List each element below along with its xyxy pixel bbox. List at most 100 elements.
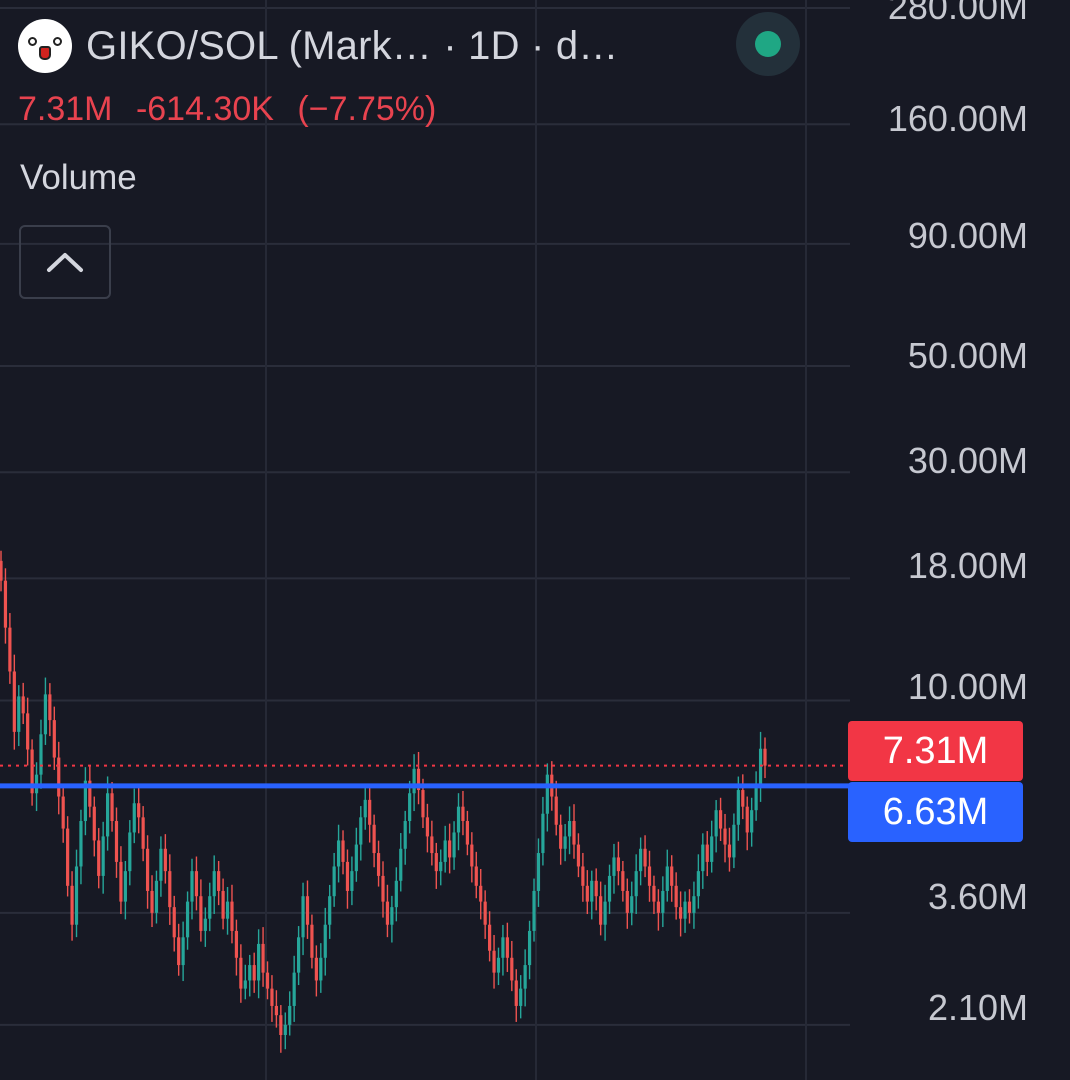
candle-body [292, 972, 296, 1006]
candle-body [603, 901, 607, 925]
candle-body [630, 896, 634, 913]
candle-body [61, 796, 65, 829]
candle-body [332, 866, 336, 897]
price-summary: 7.31M -614.30K (−7.75%) [18, 90, 450, 129]
candle-body [17, 696, 21, 732]
candle-body [363, 799, 367, 818]
candle-body [488, 924, 492, 951]
volume-indicator-label[interactable]: Volume [20, 158, 137, 197]
chevron-up-icon [47, 253, 83, 272]
level-price-tag-label: 6.63M [882, 790, 989, 833]
candle-body [128, 832, 132, 872]
candle-body [137, 803, 141, 818]
chart-header: GIKO/SOL (Mark… · 1D · d… [18, 18, 618, 74]
candle-body [652, 885, 656, 902]
axis-label: 18.00M [907, 545, 1028, 586]
candle-body [705, 844, 709, 862]
candle-body [270, 988, 274, 1006]
candle-body [101, 836, 105, 876]
candle-body [416, 768, 421, 791]
candle-body [599, 896, 603, 925]
candle-body [208, 896, 212, 919]
candle-body [359, 817, 363, 845]
candle-body [670, 866, 674, 886]
candle-body [523, 965, 527, 989]
candles-layer [0, 550, 767, 1053]
candle-body [234, 930, 239, 958]
axis-label: 10.00M [907, 666, 1028, 707]
candle-body [536, 853, 541, 891]
candle-body [225, 901, 230, 919]
candle-body [92, 806, 96, 841]
candle-body [8, 627, 12, 672]
candle-body [434, 853, 438, 872]
candle-body [154, 880, 159, 913]
candle-body [425, 817, 430, 837]
level-price-tag: 6.63M [848, 782, 1023, 842]
candle-body [625, 890, 629, 913]
candle-body [79, 821, 83, 867]
collapse-indicators-button[interactable] [19, 225, 111, 299]
candle-body [203, 918, 207, 931]
candle-body [683, 901, 687, 919]
candle-body [572, 821, 576, 845]
candle-body [483, 901, 487, 925]
giko-face-icon[interactable] [18, 19, 72, 73]
candle-body [163, 848, 167, 872]
symbol-title[interactable]: GIKO/SOL (Mark… · 1D · d… [86, 23, 619, 68]
candle-body [114, 821, 119, 862]
candle-body [465, 821, 469, 845]
axis-label: 50.00M [907, 335, 1028, 376]
candle-body [141, 817, 145, 849]
candle-body [474, 866, 478, 886]
candle-body [461, 806, 465, 822]
candle-body [279, 1015, 283, 1035]
candle-body [239, 957, 243, 989]
candle-body [145, 848, 150, 891]
candle-body [612, 857, 616, 876]
candle-body [616, 857, 621, 872]
candle-body [3, 580, 8, 628]
candle-body [252, 965, 256, 981]
candle-body [492, 950, 496, 973]
candle-body [439, 861, 443, 872]
candle-body [452, 832, 456, 858]
candle-body [661, 890, 665, 913]
candle-body [714, 810, 718, 837]
candle-body [479, 885, 483, 902]
candle-body [257, 943, 261, 981]
candle-body [190, 871, 194, 902]
candle-body [541, 813, 545, 854]
candle-body [168, 871, 172, 908]
candle-body [501, 937, 505, 958]
candle-body [634, 871, 638, 897]
candle-body [394, 880, 398, 908]
candle-body [527, 930, 532, 966]
candle-body [314, 957, 318, 981]
candle-body [732, 824, 736, 858]
status-dot-icon [755, 31, 781, 57]
price-change: -614.30K [135, 90, 274, 128]
candle-body [758, 748, 763, 786]
candle-body [381, 875, 385, 902]
candle-body [52, 720, 56, 758]
candle-body [199, 896, 203, 931]
candle-body [274, 1005, 278, 1016]
candle-body [448, 840, 452, 858]
candle-body [310, 924, 314, 958]
candle-body [639, 848, 643, 872]
candle-body [718, 810, 723, 829]
candle-body [590, 880, 594, 902]
candle-body [679, 907, 683, 919]
candle-body [221, 890, 225, 919]
candle-body [110, 793, 114, 822]
market-status-indicator[interactable] [736, 12, 800, 76]
candle-body [48, 694, 52, 721]
candle-body [354, 844, 358, 872]
candle-body [701, 844, 705, 872]
candle-body [328, 896, 332, 925]
candle-body [66, 828, 70, 886]
candle-body [345, 861, 350, 891]
candle-body [470, 844, 474, 867]
